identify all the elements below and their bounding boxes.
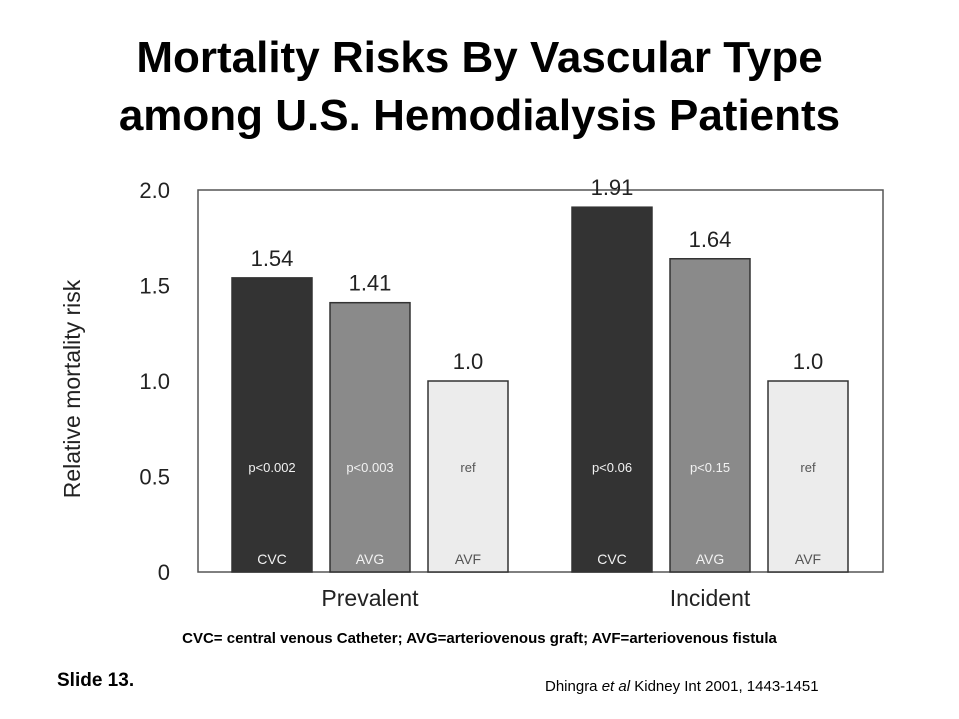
citation-source: Kidney Int 2001, 1443-1451 xyxy=(630,678,819,695)
bar-value-label: 1.54 xyxy=(251,246,294,271)
slide-title-line-2: among U.S. Hemodialysis Patients xyxy=(118,91,841,140)
y-tick-label: 1.0 xyxy=(139,369,170,394)
bar-pvalue-label: ref xyxy=(460,460,476,475)
y-tick-label: 1.5 xyxy=(139,274,170,299)
bar-value-label: 1.91 xyxy=(591,175,634,200)
y-tick-label: 0.5 xyxy=(139,465,170,490)
bar xyxy=(231,277,313,573)
group-label: Incident xyxy=(670,585,751,611)
bar-pvalue-label: p<0.15 xyxy=(690,460,730,475)
bar-category-label: AVF xyxy=(455,551,481,567)
bar-pvalue-label: p<0.06 xyxy=(592,460,632,475)
bar-category-label: AVG xyxy=(356,551,385,567)
bar-value-label: 1.64 xyxy=(689,227,732,252)
bar-category-label: AVG xyxy=(696,551,725,567)
bar xyxy=(571,206,653,573)
citation-author: Dhingra xyxy=(545,678,598,695)
slide-number: Slide 13. xyxy=(57,670,135,691)
abbreviation-legend: CVC= central venous Catheter; AVG=arteri… xyxy=(182,630,777,647)
bar-value-label: 1.0 xyxy=(793,349,824,374)
bar xyxy=(767,380,849,573)
bar-value-label: 1.0 xyxy=(453,349,484,374)
bar xyxy=(329,301,411,573)
bar-pvalue-label: p<0.003 xyxy=(346,460,393,475)
bar xyxy=(427,380,509,573)
bar-category-label: CVC xyxy=(597,551,627,567)
slide-title-line-1: Mortality Risks By Vascular Type xyxy=(136,33,823,82)
bar xyxy=(669,258,751,573)
bar-category-label: CVC xyxy=(257,551,287,567)
bar-category-label: AVF xyxy=(795,551,821,567)
plot-frame xyxy=(197,189,884,573)
y-tick-label: 0 xyxy=(158,560,170,585)
y-axis-label: Relative mortality risk xyxy=(59,279,85,498)
citation: Dhingra et al Kidney Int 2001, 1443-1451 xyxy=(545,678,819,695)
bar-pvalue-label: p<0.002 xyxy=(248,460,295,475)
bar-pvalue-label: ref xyxy=(800,460,816,475)
group-label: Prevalent xyxy=(321,585,419,611)
citation-etal: et al xyxy=(601,678,631,695)
y-tick-label: 2.0 xyxy=(139,178,170,203)
bar-value-label: 1.41 xyxy=(349,271,392,296)
